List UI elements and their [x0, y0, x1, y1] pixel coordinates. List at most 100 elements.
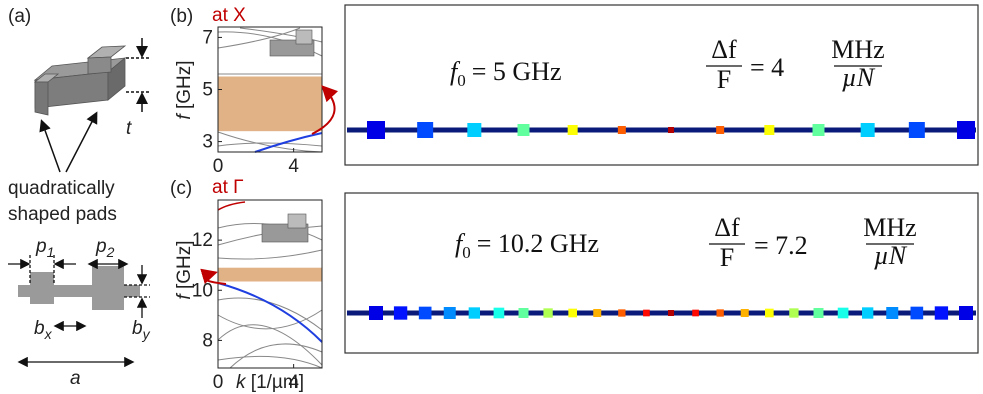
y-tick-label: 5 [202, 80, 213, 101]
subscript: 0 [457, 71, 466, 90]
var: p [95, 236, 107, 257]
pad [568, 125, 578, 135]
panel-label: (c) [170, 178, 192, 199]
fraction-den: F [720, 243, 734, 272]
sensitivity: = 7.2 [754, 231, 808, 260]
frequency: f0= 10.2 GHz [455, 229, 599, 262]
y-tick-label: 12 [192, 230, 213, 251]
unit-den: µN [874, 241, 908, 270]
pad [618, 126, 626, 134]
panel-label: (b) [170, 6, 193, 27]
pad [741, 309, 749, 317]
caption-line: shaped pads [8, 204, 117, 225]
pad [959, 306, 973, 320]
y-tick-label: 3 [202, 132, 213, 153]
value: = 5 GHz [472, 57, 562, 86]
subscript: x [44, 326, 53, 342]
pad [469, 307, 480, 318]
var: f [174, 113, 195, 120]
x-tick-label: 4 [288, 372, 299, 393]
pad [444, 307, 456, 319]
panel-b: (b) at X f [GHz] 3 5 7 0 4 [170, 5, 335, 177]
subscript: 2 [106, 244, 115, 260]
fraction-num: Δf [711, 35, 737, 64]
pad [886, 307, 898, 319]
pad [911, 307, 924, 320]
x-tick-label: 4 [288, 156, 299, 177]
panel-title: at X [212, 5, 246, 26]
pad [957, 121, 975, 139]
pad [935, 306, 948, 319]
pad [668, 310, 674, 316]
dim-label: p2 [95, 236, 115, 260]
inset-icon [270, 30, 314, 56]
pad [568, 309, 577, 318]
band-gap [218, 76, 322, 131]
pad [494, 308, 505, 319]
unit: [GHz] [174, 60, 195, 109]
band-gap [218, 268, 322, 282]
x-tick-label: 0 [213, 156, 224, 177]
band-layer [218, 76, 322, 131]
panel-a: (a) t quadratically shaped pads p1 p2 bx… [8, 6, 151, 389]
pad [519, 308, 529, 318]
x-tick-label: 0 [213, 372, 224, 393]
dim-label: a [70, 368, 81, 389]
thickness-label: t [126, 118, 132, 139]
pad [668, 127, 674, 133]
pad [419, 307, 432, 320]
pad [764, 125, 774, 135]
dispersion-branch [218, 283, 322, 342]
pad [813, 124, 825, 136]
figure: (a) t quadratically shaped pads p1 p2 bx… [0, 0, 983, 394]
dim-label: p1 [35, 236, 54, 260]
pad [417, 122, 433, 138]
fraction-den: F [717, 65, 731, 94]
pad [518, 124, 530, 136]
pad [789, 308, 798, 317]
fraction-num: Δf [714, 213, 740, 242]
var: b [34, 318, 45, 339]
band-line [218, 202, 245, 210]
y-tick-label: 8 [202, 330, 213, 351]
pad [909, 122, 925, 138]
pad [394, 306, 407, 319]
var: p [35, 236, 47, 257]
subscript: 0 [462, 243, 471, 262]
panel-title: at Γ [212, 177, 244, 198]
pad [367, 121, 385, 139]
pad [814, 308, 824, 318]
inset-icon [262, 214, 308, 242]
dim-label: bx [34, 318, 53, 342]
value: = 10.2 GHz [477, 229, 599, 258]
unit-den: µN [842, 63, 876, 92]
pad-top-view [18, 266, 140, 310]
mode-frame [345, 5, 978, 165]
y-tick-label: 7 [202, 27, 213, 48]
pad [643, 310, 650, 317]
bands [218, 224, 322, 368]
caption-line: quadratically [8, 178, 115, 199]
unit-num: MHz [863, 213, 916, 242]
pad [717, 309, 724, 316]
pad [618, 309, 625, 316]
var: k [236, 372, 247, 393]
y-tick-label: 10 [192, 280, 213, 301]
pad [838, 308, 849, 319]
pad-3d [35, 46, 125, 115]
subscript: y [142, 326, 151, 342]
pad [716, 126, 724, 134]
pad [369, 306, 383, 320]
pad [467, 123, 481, 137]
pad [593, 309, 601, 317]
pad [692, 310, 699, 317]
sensitivity: = 4 [750, 53, 784, 82]
pad [862, 307, 873, 318]
unit-num: MHz [831, 35, 884, 64]
pad [543, 308, 552, 317]
pad [765, 309, 774, 318]
pad [861, 123, 875, 137]
var: b [132, 318, 143, 339]
subscript: 1 [47, 244, 55, 260]
